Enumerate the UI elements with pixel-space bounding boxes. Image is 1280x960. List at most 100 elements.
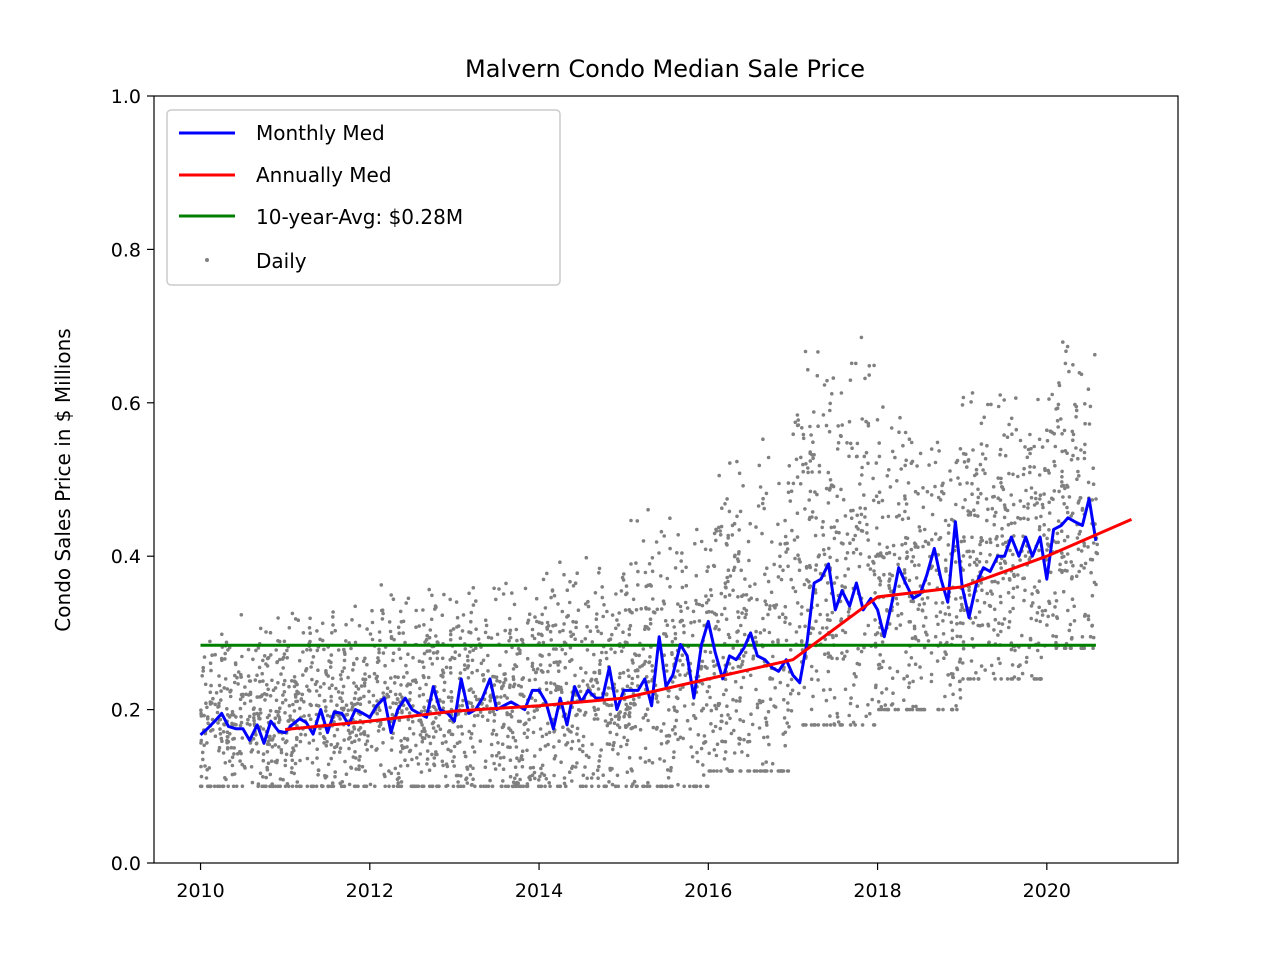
daily-point	[662, 632, 666, 636]
daily-point	[712, 531, 717, 536]
daily-point	[289, 679, 294, 683]
daily-point	[575, 732, 579, 736]
daily-point	[538, 727, 543, 731]
daily-point	[492, 712, 497, 717]
daily-point	[468, 764, 473, 768]
daily-point	[563, 652, 568, 656]
daily-point	[1056, 519, 1061, 523]
daily-point	[878, 582, 882, 587]
daily-point	[1062, 502, 1066, 506]
daily-point	[389, 771, 394, 776]
daily-point	[435, 651, 439, 655]
daily-point	[1042, 533, 1046, 537]
daily-point	[465, 781, 470, 785]
daily-point	[638, 756, 643, 760]
daily-point	[204, 776, 209, 780]
daily-point	[776, 640, 780, 645]
daily-point	[933, 484, 937, 489]
daily-point	[547, 652, 551, 657]
daily-point	[509, 714, 514, 719]
daily-point	[208, 700, 213, 704]
daily-point	[993, 579, 997, 584]
daily-point	[236, 670, 241, 674]
daily-point	[786, 490, 791, 495]
daily-point	[700, 682, 705, 686]
daily-point	[746, 769, 750, 773]
daily-point	[1074, 404, 1079, 409]
daily-point	[450, 759, 455, 764]
daily-point	[474, 599, 478, 603]
daily-point	[893, 707, 898, 712]
daily-point	[971, 448, 975, 452]
daily-point	[491, 709, 496, 714]
daily-point	[581, 773, 586, 778]
daily-point	[934, 601, 938, 605]
daily-point	[1070, 575, 1074, 579]
daily-point	[972, 508, 976, 512]
daily-point	[560, 647, 564, 652]
daily-point	[331, 615, 335, 619]
daily-point	[199, 711, 203, 716]
daily-point	[224, 640, 229, 645]
daily-point	[859, 649, 864, 654]
daily-point	[959, 602, 964, 607]
daily-point	[1032, 444, 1036, 449]
daily-point	[886, 514, 891, 519]
daily-point	[285, 739, 289, 743]
daily-point	[575, 726, 580, 731]
daily-point	[252, 712, 256, 716]
annual-median-line	[285, 518, 1133, 731]
daily-point	[305, 756, 310, 761]
daily-point	[398, 692, 402, 697]
daily-point	[860, 529, 865, 533]
daily-point	[1032, 503, 1037, 507]
daily-point	[867, 555, 872, 559]
daily-point	[1060, 475, 1064, 479]
daily-point	[754, 640, 759, 644]
daily-point	[268, 738, 272, 742]
daily-point	[668, 784, 673, 789]
daily-point	[832, 722, 836, 726]
daily-point	[525, 735, 529, 740]
daily-point	[783, 743, 787, 748]
daily-point	[839, 487, 843, 492]
daily-point	[950, 628, 955, 633]
daily-point	[1008, 610, 1012, 614]
daily-point	[256, 784, 261, 789]
daily-point	[292, 771, 297, 776]
daily-point	[765, 723, 769, 727]
daily-point	[368, 632, 373, 636]
daily-point	[745, 753, 750, 758]
daily-point	[797, 568, 802, 573]
daily-point	[796, 691, 801, 696]
daily-point	[357, 623, 362, 628]
daily-point	[903, 497, 907, 501]
daily-point	[627, 608, 632, 612]
daily-point	[1032, 585, 1037, 589]
daily-point	[619, 649, 624, 654]
daily-point	[430, 752, 434, 757]
daily-point	[556, 663, 560, 667]
daily-point	[885, 545, 889, 550]
daily-point	[229, 688, 233, 693]
daily-point	[422, 665, 426, 670]
daily-point	[492, 683, 497, 687]
daily-point	[684, 565, 688, 570]
daily-point	[445, 783, 450, 788]
daily-point	[933, 634, 938, 639]
daily-point	[682, 704, 687, 708]
daily-point	[208, 784, 212, 789]
daily-point	[212, 784, 217, 789]
daily-point	[707, 609, 711, 614]
daily-point	[647, 660, 651, 665]
daily-point	[525, 782, 530, 786]
daily-point	[961, 568, 965, 572]
daily-point	[217, 748, 221, 753]
daily-point	[588, 629, 593, 633]
daily-point	[1072, 604, 1076, 609]
daily-point	[586, 599, 590, 604]
daily-point	[790, 688, 795, 693]
daily-point	[1005, 435, 1010, 440]
daily-point	[504, 581, 508, 586]
daily-point	[741, 719, 746, 724]
